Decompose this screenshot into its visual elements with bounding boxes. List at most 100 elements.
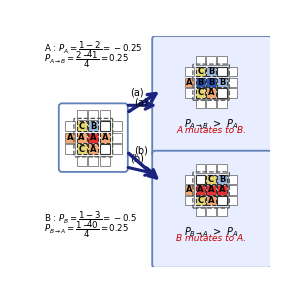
FancyBboxPatch shape [76, 121, 87, 131]
Text: A: A [186, 78, 193, 87]
FancyBboxPatch shape [217, 78, 226, 87]
Text: (a): (a) [130, 88, 144, 98]
FancyBboxPatch shape [217, 185, 226, 195]
FancyBboxPatch shape [65, 144, 75, 154]
Text: A: A [197, 185, 203, 194]
Text: A : $P_A = \dfrac{1-2}{4} = -0.25$: A : $P_A = \dfrac{1-2}{4} = -0.25$ [44, 39, 142, 60]
FancyBboxPatch shape [217, 175, 226, 184]
Text: A: A [208, 196, 214, 205]
Text: A: A [208, 185, 214, 194]
FancyBboxPatch shape [206, 78, 216, 87]
Text: A: A [219, 185, 225, 194]
Text: $P_{A\rightarrow B}\ >\ P_A$: $P_{A\rightarrow B}\ >\ P_A$ [184, 118, 238, 131]
Text: (b): (b) [130, 153, 144, 163]
Text: (a): (a) [134, 97, 148, 107]
Text: C: C [197, 67, 203, 76]
FancyBboxPatch shape [76, 144, 87, 154]
FancyBboxPatch shape [206, 99, 216, 108]
Text: B: B [219, 78, 225, 87]
Text: A: A [90, 133, 97, 142]
Text: B : $P_B = \dfrac{1-3}{4} = -0.5$: B : $P_B = \dfrac{1-3}{4} = -0.5$ [44, 209, 137, 230]
FancyBboxPatch shape [228, 175, 238, 184]
FancyBboxPatch shape [217, 207, 226, 216]
FancyBboxPatch shape [76, 110, 87, 119]
FancyBboxPatch shape [100, 121, 110, 131]
FancyBboxPatch shape [228, 78, 238, 87]
Text: $P_{B\rightarrow A}\ >\ P_A$: $P_{B\rightarrow A}\ >\ P_A$ [184, 225, 238, 239]
FancyBboxPatch shape [228, 196, 238, 206]
FancyBboxPatch shape [196, 196, 205, 206]
FancyBboxPatch shape [217, 196, 226, 206]
FancyBboxPatch shape [196, 56, 205, 65]
FancyBboxPatch shape [196, 164, 205, 173]
Text: A: A [78, 133, 85, 142]
FancyBboxPatch shape [112, 133, 122, 142]
FancyBboxPatch shape [217, 56, 226, 65]
FancyBboxPatch shape [196, 185, 205, 195]
FancyBboxPatch shape [185, 196, 194, 206]
FancyBboxPatch shape [206, 67, 216, 76]
FancyBboxPatch shape [196, 175, 205, 184]
Text: B: B [197, 78, 203, 87]
FancyBboxPatch shape [217, 67, 226, 76]
FancyBboxPatch shape [100, 133, 110, 142]
FancyBboxPatch shape [228, 88, 238, 98]
FancyBboxPatch shape [152, 36, 272, 156]
Text: C: C [197, 88, 203, 98]
FancyBboxPatch shape [206, 164, 216, 173]
FancyBboxPatch shape [206, 88, 216, 98]
FancyBboxPatch shape [185, 78, 194, 87]
FancyBboxPatch shape [206, 175, 216, 184]
FancyBboxPatch shape [206, 207, 216, 216]
FancyBboxPatch shape [76, 156, 87, 166]
Text: C: C [197, 196, 203, 205]
FancyBboxPatch shape [88, 133, 98, 142]
Text: A mutates to B.: A mutates to B. [176, 126, 246, 135]
Text: B mutates to A.: B mutates to A. [176, 234, 246, 243]
FancyBboxPatch shape [88, 121, 98, 131]
FancyBboxPatch shape [112, 121, 122, 131]
Text: (b): (b) [134, 145, 148, 155]
Text: A: A [67, 133, 73, 142]
FancyBboxPatch shape [196, 88, 205, 98]
Text: $P_{B\rightarrow A} = \dfrac{1-0}{4} = 0.25$: $P_{B\rightarrow A} = \dfrac{1-0}{4} = 0… [44, 219, 129, 240]
Text: B: B [90, 122, 97, 130]
Text: C: C [79, 145, 85, 154]
FancyBboxPatch shape [76, 133, 87, 142]
Text: A: A [102, 133, 108, 142]
Text: B: B [219, 175, 225, 184]
FancyBboxPatch shape [185, 88, 194, 98]
Text: A: A [90, 145, 97, 154]
FancyBboxPatch shape [152, 151, 272, 268]
FancyBboxPatch shape [217, 88, 226, 98]
FancyBboxPatch shape [88, 144, 98, 154]
FancyBboxPatch shape [185, 185, 194, 195]
Text: B: B [208, 67, 214, 76]
FancyBboxPatch shape [206, 196, 216, 206]
FancyBboxPatch shape [100, 110, 110, 119]
FancyBboxPatch shape [196, 78, 205, 87]
FancyBboxPatch shape [88, 110, 98, 119]
FancyBboxPatch shape [196, 67, 205, 76]
Text: C: C [79, 122, 85, 130]
Text: A: A [186, 185, 193, 194]
FancyBboxPatch shape [228, 67, 238, 76]
FancyBboxPatch shape [206, 56, 216, 65]
Text: B: B [208, 78, 214, 87]
Text: C: C [208, 175, 214, 184]
FancyBboxPatch shape [228, 185, 238, 195]
FancyBboxPatch shape [196, 99, 205, 108]
FancyBboxPatch shape [112, 144, 122, 154]
FancyBboxPatch shape [88, 156, 98, 166]
FancyBboxPatch shape [217, 99, 226, 108]
FancyBboxPatch shape [196, 207, 205, 216]
FancyBboxPatch shape [217, 164, 226, 173]
FancyBboxPatch shape [100, 144, 110, 154]
Text: $P_{A\rightarrow B} = \dfrac{2-1}{4} = 0.25$: $P_{A\rightarrow B} = \dfrac{2-1}{4} = 0… [44, 49, 129, 70]
FancyBboxPatch shape [206, 185, 216, 195]
FancyBboxPatch shape [100, 156, 110, 166]
FancyBboxPatch shape [185, 67, 194, 76]
FancyBboxPatch shape [185, 175, 194, 184]
FancyBboxPatch shape [65, 121, 75, 131]
FancyBboxPatch shape [65, 133, 75, 142]
